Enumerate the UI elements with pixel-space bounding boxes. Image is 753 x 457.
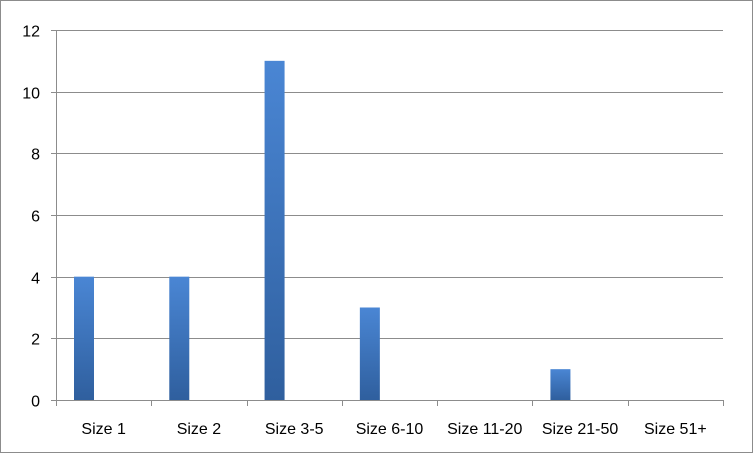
y-tick-label: 8 <box>31 147 40 164</box>
bar <box>169 276 190 400</box>
bar <box>74 276 94 400</box>
axes <box>51 30 724 406</box>
y-tick-labels: 0 2 4 6 8 10 12 <box>22 24 40 411</box>
y-tick-label: 2 <box>31 332 40 349</box>
x-tick-label: Size 3-5 <box>265 421 324 438</box>
bars <box>74 60 571 400</box>
y-tick-label: 6 <box>31 209 40 226</box>
x-tick-label: Size 21-50 <box>542 421 619 438</box>
x-tick-label: Size 2 <box>177 421 222 438</box>
y-tick-label: 10 <box>22 86 40 103</box>
y-tick-label: 4 <box>31 271 40 288</box>
bar <box>550 369 571 400</box>
x-tick-labels: Size 1 Size 2 Size 3-5 Size 6-10 Size 11-20 S… <box>81 421 706 438</box>
bar <box>264 60 285 400</box>
y-tick-label: 0 <box>31 394 40 411</box>
bar <box>359 307 380 400</box>
gridlines <box>56 30 723 339</box>
x-tick-label: Size 51+ <box>644 421 707 438</box>
x-tick-label: Size 6-10 <box>356 421 424 438</box>
y-tick-label: 12 <box>22 24 40 41</box>
x-tick-label: Size 11-20 <box>447 421 522 438</box>
x-tick-label: Size 1 <box>81 421 126 438</box>
